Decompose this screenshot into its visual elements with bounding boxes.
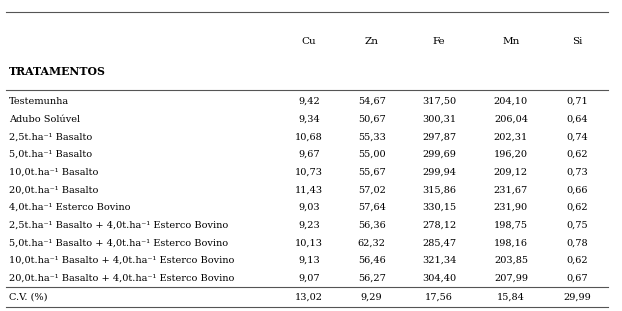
Text: 203,85: 203,85: [494, 256, 528, 265]
Text: 299,94: 299,94: [422, 168, 456, 177]
Text: 0,73: 0,73: [567, 168, 588, 177]
Text: 198,75: 198,75: [494, 221, 528, 230]
Text: 0,71: 0,71: [567, 97, 588, 106]
Text: 11,43: 11,43: [295, 185, 323, 194]
Text: 300,31: 300,31: [422, 115, 456, 124]
Text: 0,64: 0,64: [567, 115, 588, 124]
Text: 5,0t.ha⁻¹ Basalto: 5,0t.ha⁻¹ Basalto: [9, 150, 93, 159]
Text: 10,0t.ha⁻¹ Basalto + 4,0t.ha⁻¹ Esterco Bovino: 10,0t.ha⁻¹ Basalto + 4,0t.ha⁻¹ Esterco B…: [9, 256, 234, 265]
Text: Testemunha: Testemunha: [9, 97, 70, 106]
Text: 17,56: 17,56: [425, 293, 453, 302]
Text: 62,32: 62,32: [358, 238, 386, 247]
Text: 9,29: 9,29: [361, 293, 383, 302]
Text: 10,13: 10,13: [295, 238, 323, 247]
Text: 9,03: 9,03: [298, 203, 320, 212]
Text: 0,62: 0,62: [567, 256, 588, 265]
Text: 9,23: 9,23: [298, 221, 320, 230]
Text: 198,16: 198,16: [494, 238, 528, 247]
Text: 206,04: 206,04: [494, 115, 528, 124]
Text: Fe: Fe: [433, 37, 445, 46]
Text: 0,67: 0,67: [567, 274, 588, 283]
Text: 55,33: 55,33: [358, 132, 386, 141]
Text: 2,5t.ha⁻¹ Basalto + 4,0t.ha⁻¹ Esterco Bovino: 2,5t.ha⁻¹ Basalto + 4,0t.ha⁻¹ Esterco Bo…: [9, 221, 228, 230]
Text: 54,67: 54,67: [358, 97, 386, 106]
Text: 56,46: 56,46: [358, 256, 386, 265]
Text: 285,47: 285,47: [422, 238, 456, 247]
Text: 202,31: 202,31: [494, 132, 528, 141]
Text: 9,07: 9,07: [298, 274, 320, 283]
Text: Si: Si: [572, 37, 583, 46]
Text: 0,78: 0,78: [567, 238, 588, 247]
Text: 15,84: 15,84: [497, 293, 525, 302]
Text: 20,0t.ha⁻¹ Basalto + 4,0t.ha⁻¹ Esterco Bovino: 20,0t.ha⁻¹ Basalto + 4,0t.ha⁻¹ Esterco B…: [9, 274, 234, 283]
Text: 57,02: 57,02: [358, 185, 386, 194]
Text: 9,67: 9,67: [298, 150, 320, 159]
Text: Adubo Solúvel: Adubo Solúvel: [9, 115, 80, 124]
Text: 0,74: 0,74: [567, 132, 588, 141]
Text: 10,0t.ha⁻¹ Basalto: 10,0t.ha⁻¹ Basalto: [9, 168, 99, 177]
Text: 209,12: 209,12: [494, 168, 528, 177]
Text: 0,62: 0,62: [567, 203, 588, 212]
Text: 9,34: 9,34: [298, 115, 320, 124]
Text: Zn: Zn: [364, 37, 379, 46]
Text: 196,20: 196,20: [494, 150, 528, 159]
Text: 317,50: 317,50: [422, 97, 456, 106]
Text: 57,64: 57,64: [358, 203, 386, 212]
Text: 56,27: 56,27: [358, 274, 386, 283]
Text: Mn: Mn: [502, 37, 519, 46]
Text: 278,12: 278,12: [422, 221, 456, 230]
Text: TRATAMENTOS: TRATAMENTOS: [9, 66, 106, 77]
Text: 207,99: 207,99: [494, 274, 528, 283]
Text: 29,99: 29,99: [564, 293, 592, 302]
Text: 9,42: 9,42: [298, 97, 320, 106]
Text: 2,5t.ha⁻¹ Basalto: 2,5t.ha⁻¹ Basalto: [9, 132, 93, 141]
Text: 10,68: 10,68: [295, 132, 323, 141]
Text: 9,13: 9,13: [298, 256, 320, 265]
Text: 0,75: 0,75: [567, 221, 588, 230]
Text: 5,0t.ha⁻¹ Basalto + 4,0t.ha⁻¹ Esterco Bovino: 5,0t.ha⁻¹ Basalto + 4,0t.ha⁻¹ Esterco Bo…: [9, 238, 228, 247]
Text: 0,66: 0,66: [567, 185, 588, 194]
Text: 55,00: 55,00: [358, 150, 386, 159]
Text: 321,34: 321,34: [422, 256, 456, 265]
Text: 4,0t.ha⁻¹ Esterco Bovino: 4,0t.ha⁻¹ Esterco Bovino: [9, 203, 131, 212]
Text: 231,90: 231,90: [494, 203, 528, 212]
Text: 299,69: 299,69: [422, 150, 456, 159]
Text: 13,02: 13,02: [295, 293, 323, 302]
Text: 304,40: 304,40: [422, 274, 456, 283]
Text: 55,67: 55,67: [358, 168, 386, 177]
Text: 315,86: 315,86: [422, 185, 456, 194]
Text: 330,15: 330,15: [422, 203, 456, 212]
Text: 20,0t.ha⁻¹ Basalto: 20,0t.ha⁻¹ Basalto: [9, 185, 99, 194]
Text: 0,62: 0,62: [567, 150, 588, 159]
Text: Cu: Cu: [302, 37, 316, 46]
Text: 56,36: 56,36: [358, 221, 386, 230]
Text: 10,73: 10,73: [295, 168, 323, 177]
Text: 50,67: 50,67: [358, 115, 386, 124]
Text: C.V. (%): C.V. (%): [9, 293, 48, 302]
Text: 297,87: 297,87: [422, 132, 456, 141]
Text: 231,67: 231,67: [494, 185, 528, 194]
Text: 204,10: 204,10: [494, 97, 528, 106]
